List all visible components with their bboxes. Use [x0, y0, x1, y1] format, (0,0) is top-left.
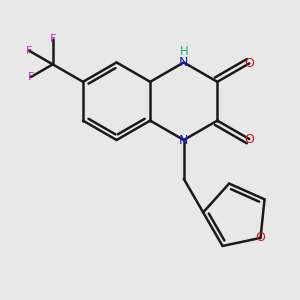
Text: F: F: [26, 46, 32, 56]
Text: F: F: [28, 72, 34, 82]
Text: N: N: [179, 134, 188, 146]
Text: N: N: [179, 56, 188, 69]
Text: O: O: [244, 57, 254, 70]
Text: F: F: [50, 34, 56, 44]
Text: H: H: [179, 45, 188, 58]
Text: O: O: [256, 231, 266, 244]
Text: O: O: [244, 133, 254, 146]
